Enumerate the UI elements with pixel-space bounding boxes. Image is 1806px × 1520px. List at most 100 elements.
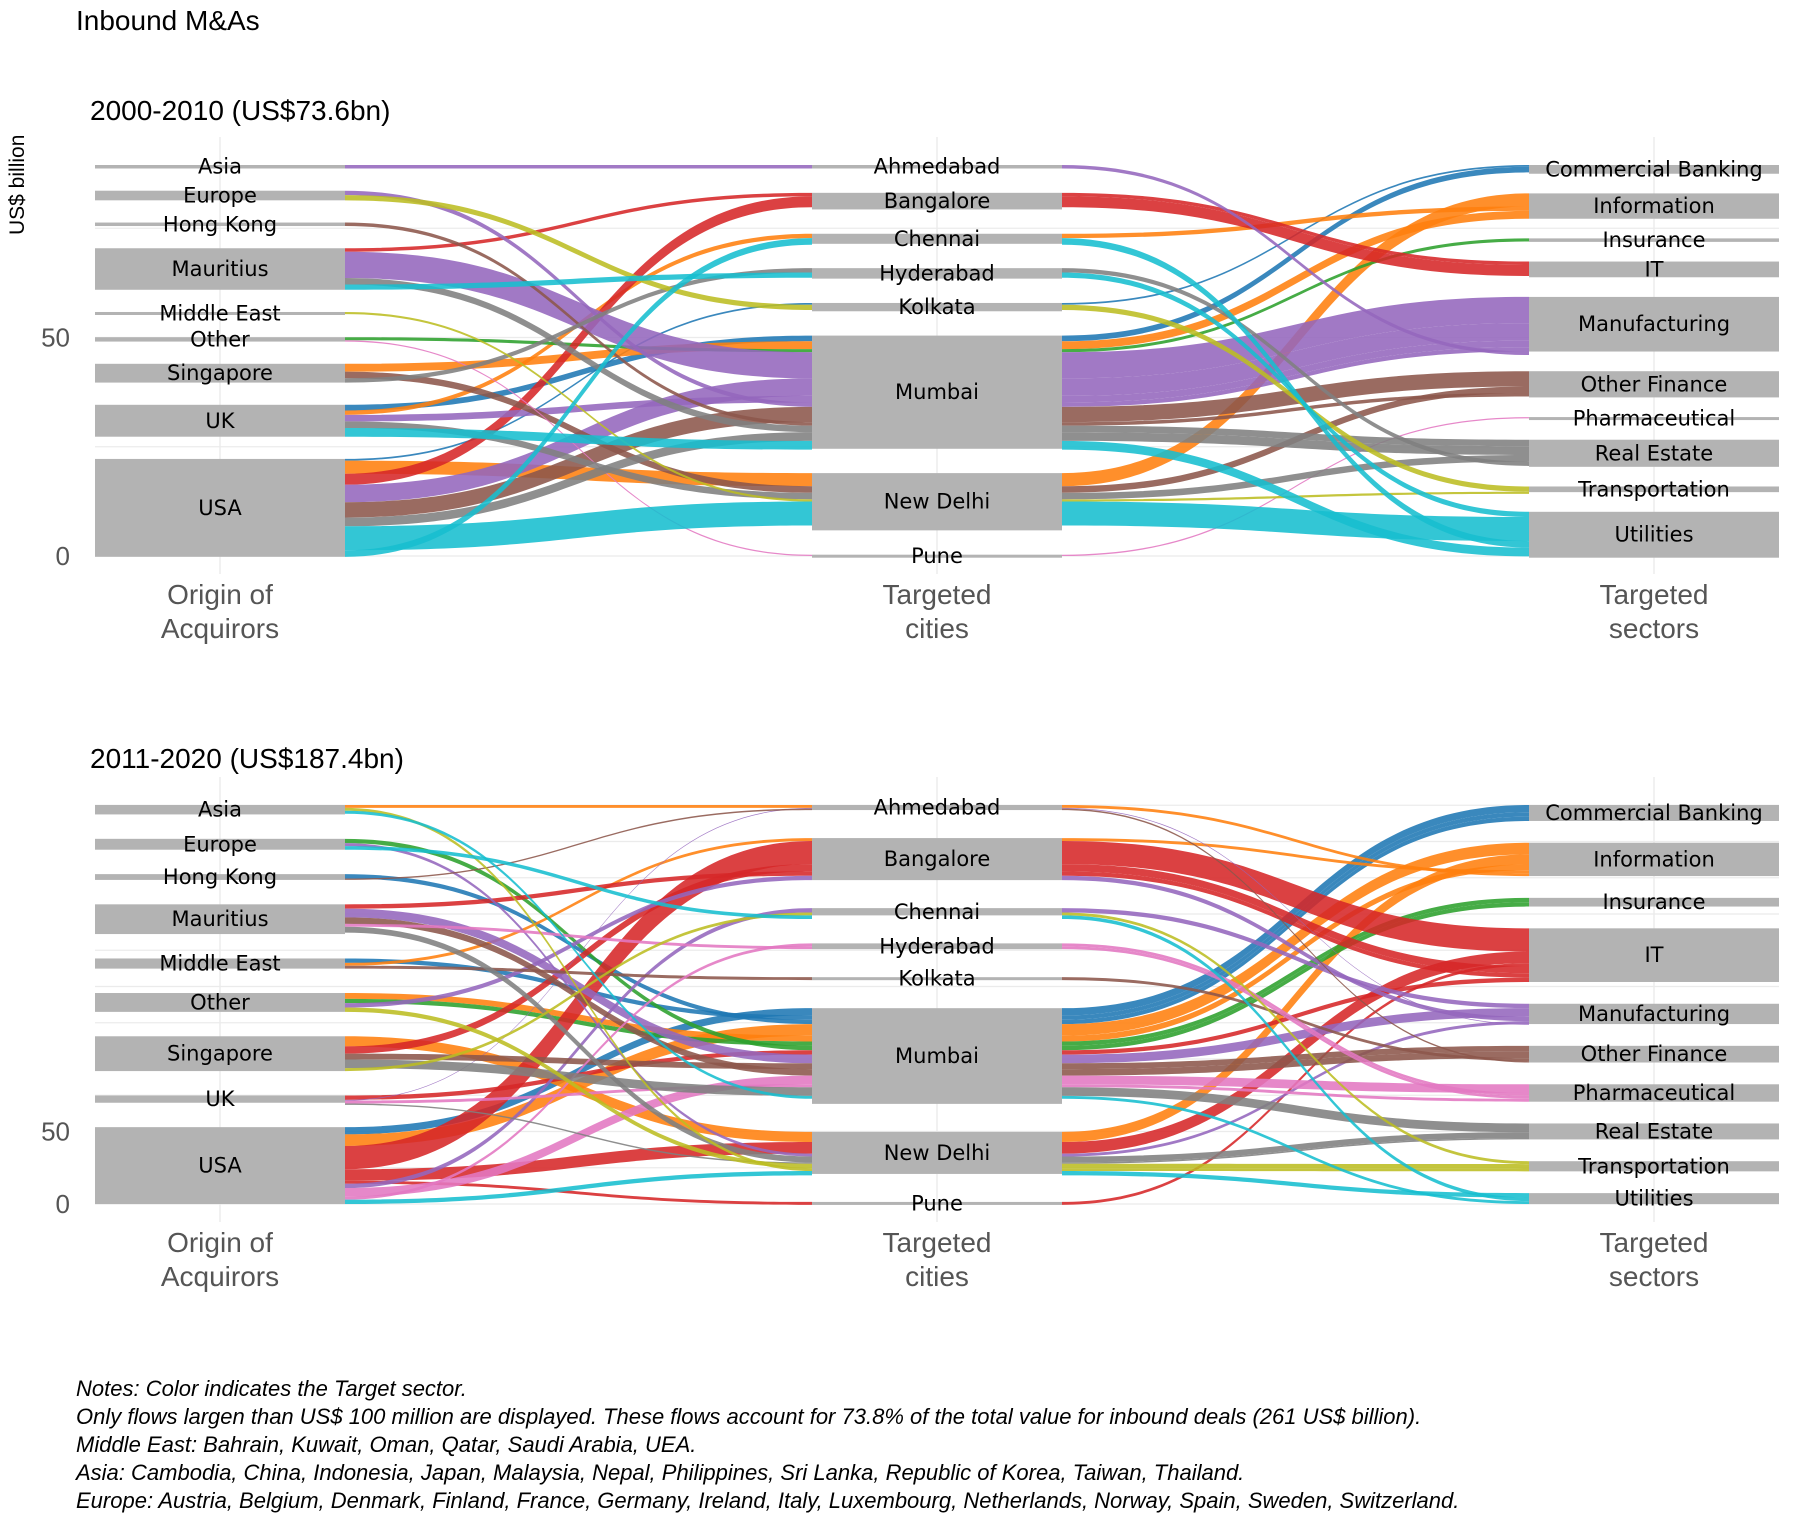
node-city-kolkata — [812, 302, 1062, 312]
node-label: Commercial Banking — [1545, 801, 1763, 825]
flow-city-sector — [1062, 902, 1529, 1051]
node-sector-real-estate — [1529, 439, 1779, 467]
flow-origin-city — [345, 840, 812, 1170]
flow-city-sector — [1062, 166, 1529, 342]
sankey-panel: 2011-2020 (US$187.4bn) 0 50 Asia Europe Hong … — [41, 743, 1779, 1292]
flows — [345, 805, 1529, 1205]
flow-origin-city — [345, 993, 812, 1042]
flow-origin-city — [345, 268, 812, 383]
x-axis-label: Origin of — [167, 1227, 273, 1258]
node-sector-other-finance — [1529, 371, 1779, 398]
node-label: Other Finance — [1581, 1042, 1728, 1066]
flow-city-sector — [1062, 455, 1529, 500]
node-label: Other Finance — [1581, 372, 1728, 396]
node-city-pune — [812, 1201, 1062, 1205]
node-sector-pharmaceutical — [1529, 417, 1779, 421]
flow-origin-city — [345, 908, 812, 1189]
flow-city-sector — [1062, 1075, 1529, 1093]
node-sector-real-estate — [1529, 1123, 1779, 1140]
flow-city-sector — [1062, 842, 1529, 1036]
flow-city-sector — [1062, 206, 1529, 239]
flow-origin-city — [345, 371, 812, 493]
flow-city-sector — [1062, 1168, 1529, 1172]
flow-origin-city — [345, 421, 812, 500]
node-label: New Delhi — [884, 1141, 991, 1165]
flow-origin-city — [345, 196, 812, 485]
flow-origin-city — [345, 846, 812, 919]
flow-origin-city — [345, 965, 812, 981]
flow-city-sector — [1062, 915, 1529, 1202]
node-sector-insurance — [1529, 238, 1779, 242]
node-label: USA — [198, 496, 242, 520]
flow-origin-city — [345, 1180, 812, 1205]
node-city-chennai — [812, 908, 1062, 916]
flow-origin-city — [345, 874, 812, 1025]
node-label: Ahmedabad — [874, 155, 1001, 179]
node-city-mumbai — [812, 335, 1062, 449]
node-label: Mauritius — [171, 907, 268, 931]
flow-city-sector — [1062, 897, 1529, 1046]
panels: 2000-2010 (US$73.6bn) 0 50 Asia Europe Hong K… — [41, 95, 1779, 1292]
node-label: Manufacturing — [1578, 1002, 1730, 1026]
flow-origin-city — [345, 1059, 812, 1096]
flow-origin-city — [345, 838, 812, 1051]
note-line: Asia: Cambodia, China, Indonesia, Japan,… — [74, 1460, 1244, 1485]
node-label: Insurance — [1602, 890, 1705, 914]
node-sector-information — [1529, 842, 1779, 877]
flow-city-sector — [1062, 840, 1529, 952]
flow-city-sector — [1062, 951, 1529, 1154]
flow-origin-city — [345, 302, 812, 461]
flow-origin-city — [345, 432, 812, 527]
flow-city-sector — [1062, 864, 1529, 974]
node-label: New Delhi — [884, 490, 991, 514]
node-label: Information — [1593, 194, 1715, 218]
node-label: Singapore — [167, 1042, 273, 1066]
flow-city-sector — [1062, 347, 1529, 407]
flow-origin-city — [345, 340, 812, 556]
flow-origin-city — [345, 843, 812, 1157]
node-label: Mumbai — [895, 380, 979, 404]
flow-origin-city — [345, 192, 812, 252]
panel-title: 2011-2020 (US$187.4bn) — [90, 743, 404, 774]
flow-origin-city — [345, 908, 812, 1064]
node-label: Pune — [911, 544, 963, 568]
node-sector-it — [1529, 261, 1779, 278]
node-label: Manufacturing — [1578, 312, 1730, 336]
node-label: Europe — [183, 832, 257, 856]
node-label: Hong Kong — [163, 865, 277, 889]
flow-origin-city — [345, 335, 812, 411]
node-city-chennai — [812, 233, 1062, 244]
flow-origin-city — [345, 195, 812, 310]
node-label: Information — [1593, 847, 1715, 871]
node-label: Hong Kong — [163, 212, 277, 236]
node-label: Bangalore — [884, 847, 991, 871]
flow-origin-city — [345, 871, 812, 909]
flow-origin-city — [345, 1171, 812, 1204]
flow-city-sector — [1062, 323, 1529, 396]
node-label: Singapore — [167, 361, 273, 385]
flow-city-sector — [1062, 165, 1529, 356]
node-sector-information — [1529, 193, 1779, 219]
node-city-pune — [812, 554, 1062, 558]
flow-city-sector — [1062, 304, 1529, 492]
flow-city-sector — [1062, 210, 1529, 350]
node-label: Middle East — [159, 301, 280, 325]
flow-origin-city — [345, 277, 812, 433]
flow-origin-city — [345, 998, 812, 1046]
flow-city-sector — [1062, 1095, 1529, 1204]
node-label: Kolkata — [898, 295, 975, 319]
flow-city-sector — [1062, 854, 1529, 1143]
node-origin-other — [95, 337, 345, 342]
node-origin-usa — [95, 458, 345, 557]
node-label: Bangalore — [884, 189, 991, 213]
node-sector-it — [1529, 928, 1779, 982]
node-origin-middle-east — [95, 958, 345, 969]
node-label: Real Estate — [1595, 441, 1713, 465]
nodes: Asia Europe Hong Kong Mauritius Middle East O… — [95, 796, 1779, 1215]
flow-city-sector — [1062, 268, 1529, 466]
node-label: Utilities — [1614, 1187, 1693, 1211]
flow-origin-city — [345, 943, 812, 1200]
flow-origin-city — [345, 917, 812, 1076]
flow-city-sector — [1062, 805, 1529, 1016]
